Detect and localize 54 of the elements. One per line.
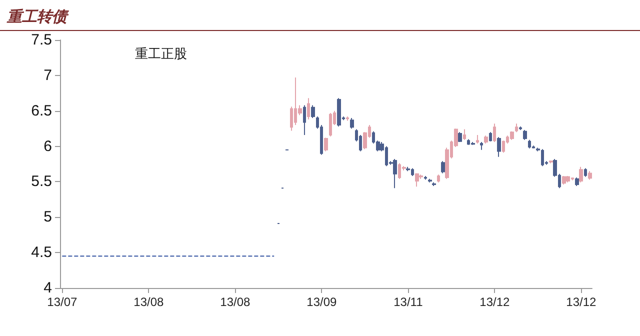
candlestick	[519, 126, 522, 130]
candlestick	[441, 160, 445, 174]
y-tick-label: 6.5	[31, 102, 52, 120]
x-tick-label: 13/07	[47, 295, 78, 309]
candlestick	[463, 128, 466, 140]
candlestick	[432, 182, 436, 186]
y-tick-label: 5	[44, 208, 52, 226]
candlestick	[528, 139, 531, 149]
candlestick	[510, 130, 514, 140]
x-tick-label: 13/12	[480, 295, 510, 309]
candlestick	[549, 160, 553, 164]
y-tick-label: 4	[44, 280, 52, 296]
candlestick	[480, 142, 483, 150]
candlestick	[579, 166, 583, 183]
candlestick	[329, 112, 332, 137]
candlestick	[588, 170, 592, 180]
x-tick-label: 13/11	[394, 295, 424, 309]
x-tick-label: 13/08	[220, 295, 251, 309]
y-tick-label: 5.5	[31, 173, 52, 190]
candlestick	[311, 104, 315, 118]
candlestick	[428, 178, 432, 183]
candlestick	[415, 172, 419, 188]
x-tick-label: 13/09	[306, 295, 338, 309]
chart-title: 重工转债	[6, 8, 70, 26]
candlestick	[350, 117, 354, 130]
candlestick	[437, 174, 440, 183]
candlestick	[497, 136, 501, 158]
candlestick	[523, 129, 527, 140]
candlestick	[566, 176, 570, 183]
candlestick	[424, 176, 427, 180]
candlestick	[337, 98, 341, 127]
x-tick-label: 13/08	[134, 295, 164, 309]
x-tick-label: 13/12	[566, 295, 597, 309]
candlestick	[493, 123, 496, 143]
candlestick	[303, 104, 306, 136]
candlestick	[406, 166, 410, 172]
candlestick	[489, 132, 492, 142]
candlestick	[575, 176, 579, 186]
y-tick-label: 6	[44, 138, 52, 155]
candlestick	[458, 132, 462, 143]
y-tick-label: 7	[44, 66, 52, 84]
candlestick	[471, 142, 475, 146]
y-tick-label: 7.5	[31, 32, 52, 48]
candlestick	[393, 158, 397, 189]
candlestick	[346, 116, 349, 122]
candlestick	[515, 123, 518, 133]
candlestick	[484, 135, 488, 144]
candlestick	[324, 137, 328, 152]
candlestick	[584, 168, 587, 178]
candlestick	[307, 98, 310, 120]
candlestick	[476, 134, 479, 144]
candlestick	[562, 176, 566, 186]
y-tick-label: 4.5	[31, 244, 52, 262]
annotation: 重工正股	[135, 47, 187, 62]
